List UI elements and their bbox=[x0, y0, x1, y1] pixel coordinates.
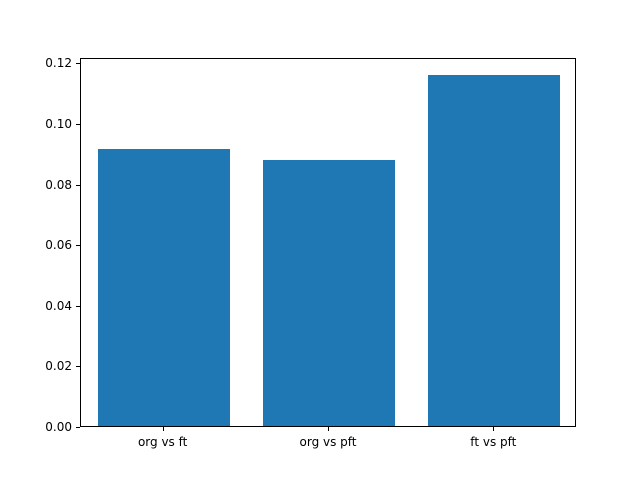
plot-area bbox=[80, 58, 576, 427]
y-tick-label: 0.02 bbox=[45, 359, 72, 374]
y-tick-label: 0.06 bbox=[45, 238, 72, 253]
x-tick-label-org-vs-pft: org vs pft bbox=[299, 435, 357, 449]
y-tick-label: 0.00 bbox=[45, 420, 72, 434]
bar-org-vs-ft bbox=[97, 148, 230, 426]
y-tick-mark bbox=[76, 245, 80, 247]
y-tick-mark bbox=[76, 305, 80, 307]
y-tick-label: 0.10 bbox=[45, 117, 72, 132]
y-tick-mark bbox=[76, 184, 80, 186]
x-tick-label-org-vs-ft: org vs ft bbox=[137, 435, 188, 449]
x-tick-mark bbox=[493, 427, 495, 431]
bar-org-vs-pft bbox=[262, 160, 396, 426]
x-tick-label-ft-vs-pft: ft vs pft bbox=[470, 435, 517, 449]
y-tick-mark bbox=[76, 124, 80, 126]
y-tick-label: 0.08 bbox=[45, 177, 72, 192]
y-tick-label: 0.04 bbox=[45, 298, 72, 313]
y-tick-label: 0.12 bbox=[45, 56, 72, 71]
y-tick-mark bbox=[76, 63, 80, 65]
y-tick-mark bbox=[76, 427, 80, 428]
y-tick-mark bbox=[76, 366, 80, 368]
x-tick-mark bbox=[162, 427, 164, 431]
x-tick-mark bbox=[328, 427, 329, 431]
bar-ft-vs-pft bbox=[428, 74, 561, 426]
